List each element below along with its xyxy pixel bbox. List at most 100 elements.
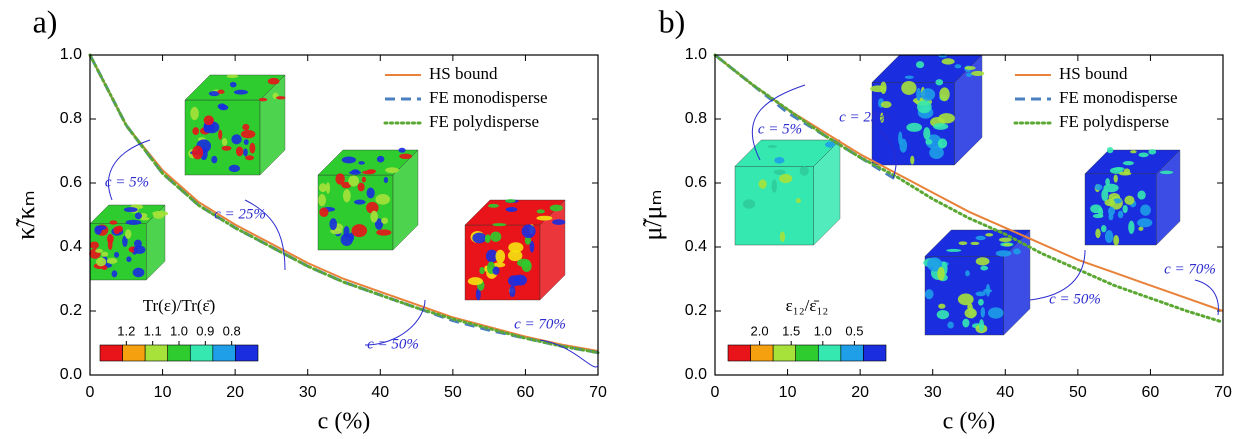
cube-blob <box>1137 190 1146 200</box>
y-tick-label: 0.8 <box>685 110 707 127</box>
cube-blob <box>916 87 922 101</box>
cube-blob <box>375 194 391 205</box>
cube-inset <box>870 54 985 166</box>
cube-blob <box>1128 220 1135 234</box>
cube-blob <box>242 123 250 131</box>
cube-blob <box>89 241 99 249</box>
x-tick-label: 0 <box>86 384 95 401</box>
cube-blob <box>133 239 142 248</box>
cube-blob <box>957 293 974 306</box>
cube-blob <box>249 142 256 154</box>
cube-blob <box>1113 198 1122 204</box>
cube-blob <box>226 74 239 79</box>
colorbar-title: ε₁₂/ε̄₁₂ <box>786 296 829 315</box>
cube-blob <box>114 251 120 258</box>
annotation-arrow <box>364 299 426 346</box>
colorbar-tick-label: 1.0 <box>814 323 832 338</box>
colorbar-tick-label: 1.1 <box>144 323 162 338</box>
x-tick-label: 10 <box>154 384 172 401</box>
y-tick-label: 0.0 <box>60 366 82 383</box>
colorbar-cell <box>99 344 123 362</box>
plot-frame <box>714 54 1224 376</box>
cube-blob <box>1101 188 1109 202</box>
cube-blob <box>967 303 973 311</box>
cube-blob <box>939 87 950 102</box>
y-tick-label: 0.0 <box>685 366 707 383</box>
x-tick-label: 60 <box>1142 384 1160 401</box>
cube-blob <box>125 219 142 225</box>
series-line <box>88 53 600 355</box>
cube-blob <box>980 265 989 271</box>
cube-blob <box>941 58 955 65</box>
cube-blob <box>1138 152 1149 158</box>
cube-blob <box>484 235 491 243</box>
cube-blob <box>95 248 103 253</box>
x-tick-label: 0 <box>711 384 720 401</box>
x-tick-label: 40 <box>371 384 389 401</box>
colorbar-tick-label: 0.5 <box>845 323 863 338</box>
cube-blob <box>381 217 389 224</box>
cube-blob <box>529 240 535 253</box>
cube-blob <box>343 226 350 238</box>
cube-inset <box>89 204 169 281</box>
series-line <box>713 53 1225 324</box>
cube-inset <box>317 147 419 251</box>
cube-blob <box>366 187 375 199</box>
colorbar-tick-label: 1.2 <box>117 323 135 338</box>
cube-blob <box>552 219 566 225</box>
cube-face <box>1003 229 1031 336</box>
cube-blob <box>107 233 114 244</box>
cube-blob <box>340 233 353 247</box>
cube-blob <box>975 291 986 297</box>
y-tick-label: 0.2 <box>685 302 707 319</box>
cube-blob <box>970 241 980 246</box>
cube-blob <box>1104 230 1114 243</box>
legend-label: FE monodisperse <box>429 88 548 107</box>
cube-blob <box>493 262 506 268</box>
cube-blob <box>536 215 553 221</box>
cube-blob <box>1130 150 1137 154</box>
colorbar-tick-label: 0.9 <box>196 323 214 338</box>
cube-blob <box>229 81 237 88</box>
legend-label: FE polydisperse <box>1059 112 1169 131</box>
cube-blob <box>936 309 950 320</box>
cube-blob <box>101 251 109 257</box>
cube-blob <box>319 207 329 218</box>
cube-blob <box>521 224 536 239</box>
cube-blob <box>933 123 949 130</box>
cube-blob <box>924 289 934 300</box>
cube-blob <box>348 175 360 187</box>
colorbar-tick-label: 0.8 <box>223 323 241 338</box>
cube-blob <box>208 91 220 97</box>
cube-blob <box>318 183 327 193</box>
cube-blob <box>965 270 970 277</box>
cube-blob <box>106 257 118 264</box>
cube-blob <box>101 265 108 270</box>
cube-blob <box>509 285 516 298</box>
cube-blob <box>966 72 973 78</box>
colorbar-cell <box>189 344 214 362</box>
cube-blob <box>95 257 107 267</box>
cube-blob <box>133 245 146 254</box>
cube-blob <box>1104 199 1116 207</box>
cube-blob <box>920 88 936 101</box>
cube-blob <box>742 199 756 209</box>
cube-blob <box>132 267 145 278</box>
cube-blob <box>946 248 962 252</box>
cube-blob <box>935 79 944 86</box>
cube-blob <box>217 89 225 94</box>
x-axis-label: c (%) <box>943 409 996 435</box>
cube-blob <box>880 81 887 94</box>
cube-blob <box>947 321 954 329</box>
cube-blob <box>370 210 378 223</box>
cube-blob <box>925 134 942 149</box>
cube-blob <box>96 225 107 231</box>
cube-face <box>1156 149 1181 246</box>
cube-blob <box>505 199 516 203</box>
cube-blob <box>218 104 229 111</box>
cube-blob <box>472 232 487 244</box>
cube-blob <box>937 138 948 149</box>
cube-blob <box>152 210 169 217</box>
cube-blob <box>1094 184 1103 191</box>
cube-blob <box>771 179 777 193</box>
